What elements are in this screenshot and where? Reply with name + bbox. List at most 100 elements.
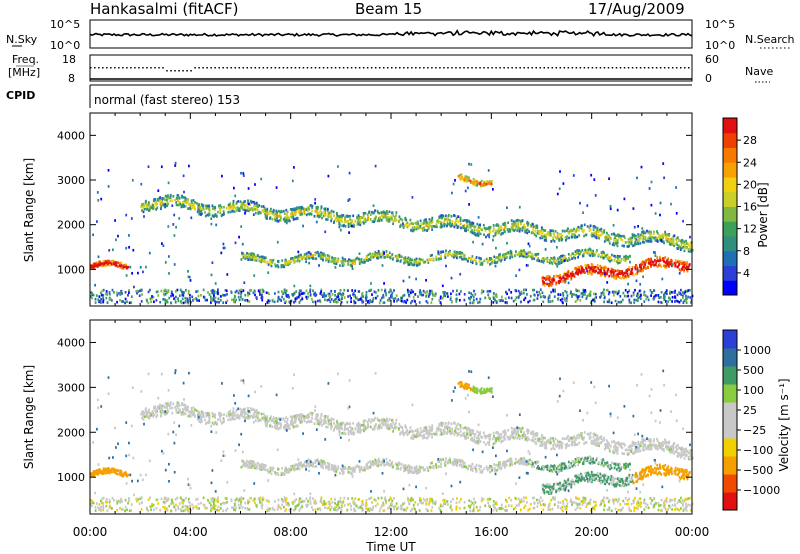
power-cell: [657, 264, 660, 267]
power-cell: [612, 294, 615, 297]
power-cell: [656, 230, 658, 233]
velocity-cell: [151, 410, 154, 413]
power-cell: [352, 292, 355, 295]
power-cell: [382, 212, 385, 215]
freq-point: [563, 67, 566, 69]
power-cell: [356, 256, 359, 260]
power-cell: [383, 252, 385, 255]
power-cell: [570, 278, 573, 281]
power-cell: [621, 271, 624, 275]
power-cell: [468, 225, 471, 229]
power-cell: [612, 290, 615, 294]
power-cell: [107, 259, 110, 263]
power-cell: [486, 233, 489, 237]
power-cell: [671, 296, 674, 299]
power-cell: [403, 293, 406, 297]
power-cell: [541, 279, 544, 283]
power-cell: [277, 259, 279, 263]
freq-point: [94, 67, 96, 69]
power-cell: [532, 225, 535, 229]
velocity-cell: [193, 411, 195, 414]
power-cell: [119, 299, 121, 302]
power-cell: [267, 271, 270, 274]
power-cell: [338, 223, 341, 227]
freq-point: [491, 67, 493, 69]
power-cell: [519, 293, 522, 296]
power-cell: [408, 294, 411, 298]
power-cell: [453, 214, 455, 217]
power-cell: [456, 254, 459, 257]
freq-point: [366, 67, 369, 69]
power-cell: [565, 291, 568, 294]
power-cell: [469, 222, 471, 226]
power-cell: [164, 202, 167, 206]
power-cell: [614, 269, 617, 273]
power-cell: [171, 204, 174, 207]
power-cell: [198, 212, 201, 216]
power-cell: [354, 219, 357, 223]
power-cell: [276, 300, 279, 303]
power-cell: [125, 263, 127, 267]
power-cell: [673, 244, 675, 248]
power-cell: [112, 248, 114, 252]
power-cell: [106, 301, 109, 304]
power-cell: [447, 218, 450, 221]
power-cell: [213, 291, 216, 294]
power-cell: [643, 235, 646, 239]
power-cell: [347, 225, 350, 228]
power-cell: [322, 258, 324, 262]
power-cell: [222, 301, 225, 304]
power-cell: [525, 264, 528, 267]
nave-tick-bottom: 0: [705, 72, 712, 85]
power-cell: [244, 209, 247, 213]
power-cell: [354, 259, 356, 263]
freq-point: [423, 67, 425, 69]
power-cell: [116, 261, 119, 264]
velocity-cell: [530, 431, 532, 435]
power-cell: [452, 253, 454, 256]
power-cell: [592, 298, 594, 302]
freq-point: [483, 67, 485, 69]
power-cell: [648, 232, 651, 236]
power-cell: [244, 293, 247, 297]
power-cell: [561, 297, 564, 301]
power-cell: [613, 238, 615, 241]
power-cell: [91, 265, 94, 268]
power-cell: [419, 224, 422, 228]
power-cell: [234, 207, 237, 210]
power-cell: [525, 252, 528, 256]
freq-point: [523, 67, 525, 69]
velocity-cell: [253, 408, 255, 411]
power-cell: [623, 244, 625, 248]
power-cell: [662, 162, 665, 165]
freq-point: [471, 67, 473, 69]
power-cell: [101, 289, 104, 293]
power-cell: [406, 225, 409, 229]
power-cell: [672, 238, 675, 242]
power-cell: [281, 290, 283, 293]
power-cell: [381, 264, 384, 267]
power-cell: [585, 297, 588, 300]
power-cell: [641, 263, 644, 266]
power-cell: [562, 291, 564, 295]
velocity-cell: [656, 439, 659, 443]
power-cell: [90, 267, 92, 270]
velocity-cell: [198, 420, 201, 423]
power-cell: [293, 208, 295, 212]
power-cell: [413, 263, 416, 266]
power-cell: [553, 240, 556, 243]
power-cell: [439, 295, 442, 299]
velocity-cell: [184, 407, 187, 410]
power-cell: [416, 222, 418, 225]
power-cell: [557, 274, 559, 278]
power-cell: [518, 229, 521, 233]
power-cell: [478, 225, 481, 229]
velocity-cell: [321, 424, 323, 427]
power-cell: [372, 211, 375, 215]
power-cell: [440, 254, 442, 258]
power-cell: [417, 295, 419, 298]
freq-label-line2: [MHz]: [8, 66, 40, 79]
power-cell: [559, 257, 562, 261]
velocity-cell: [664, 440, 667, 443]
power-cell: [626, 240, 628, 244]
